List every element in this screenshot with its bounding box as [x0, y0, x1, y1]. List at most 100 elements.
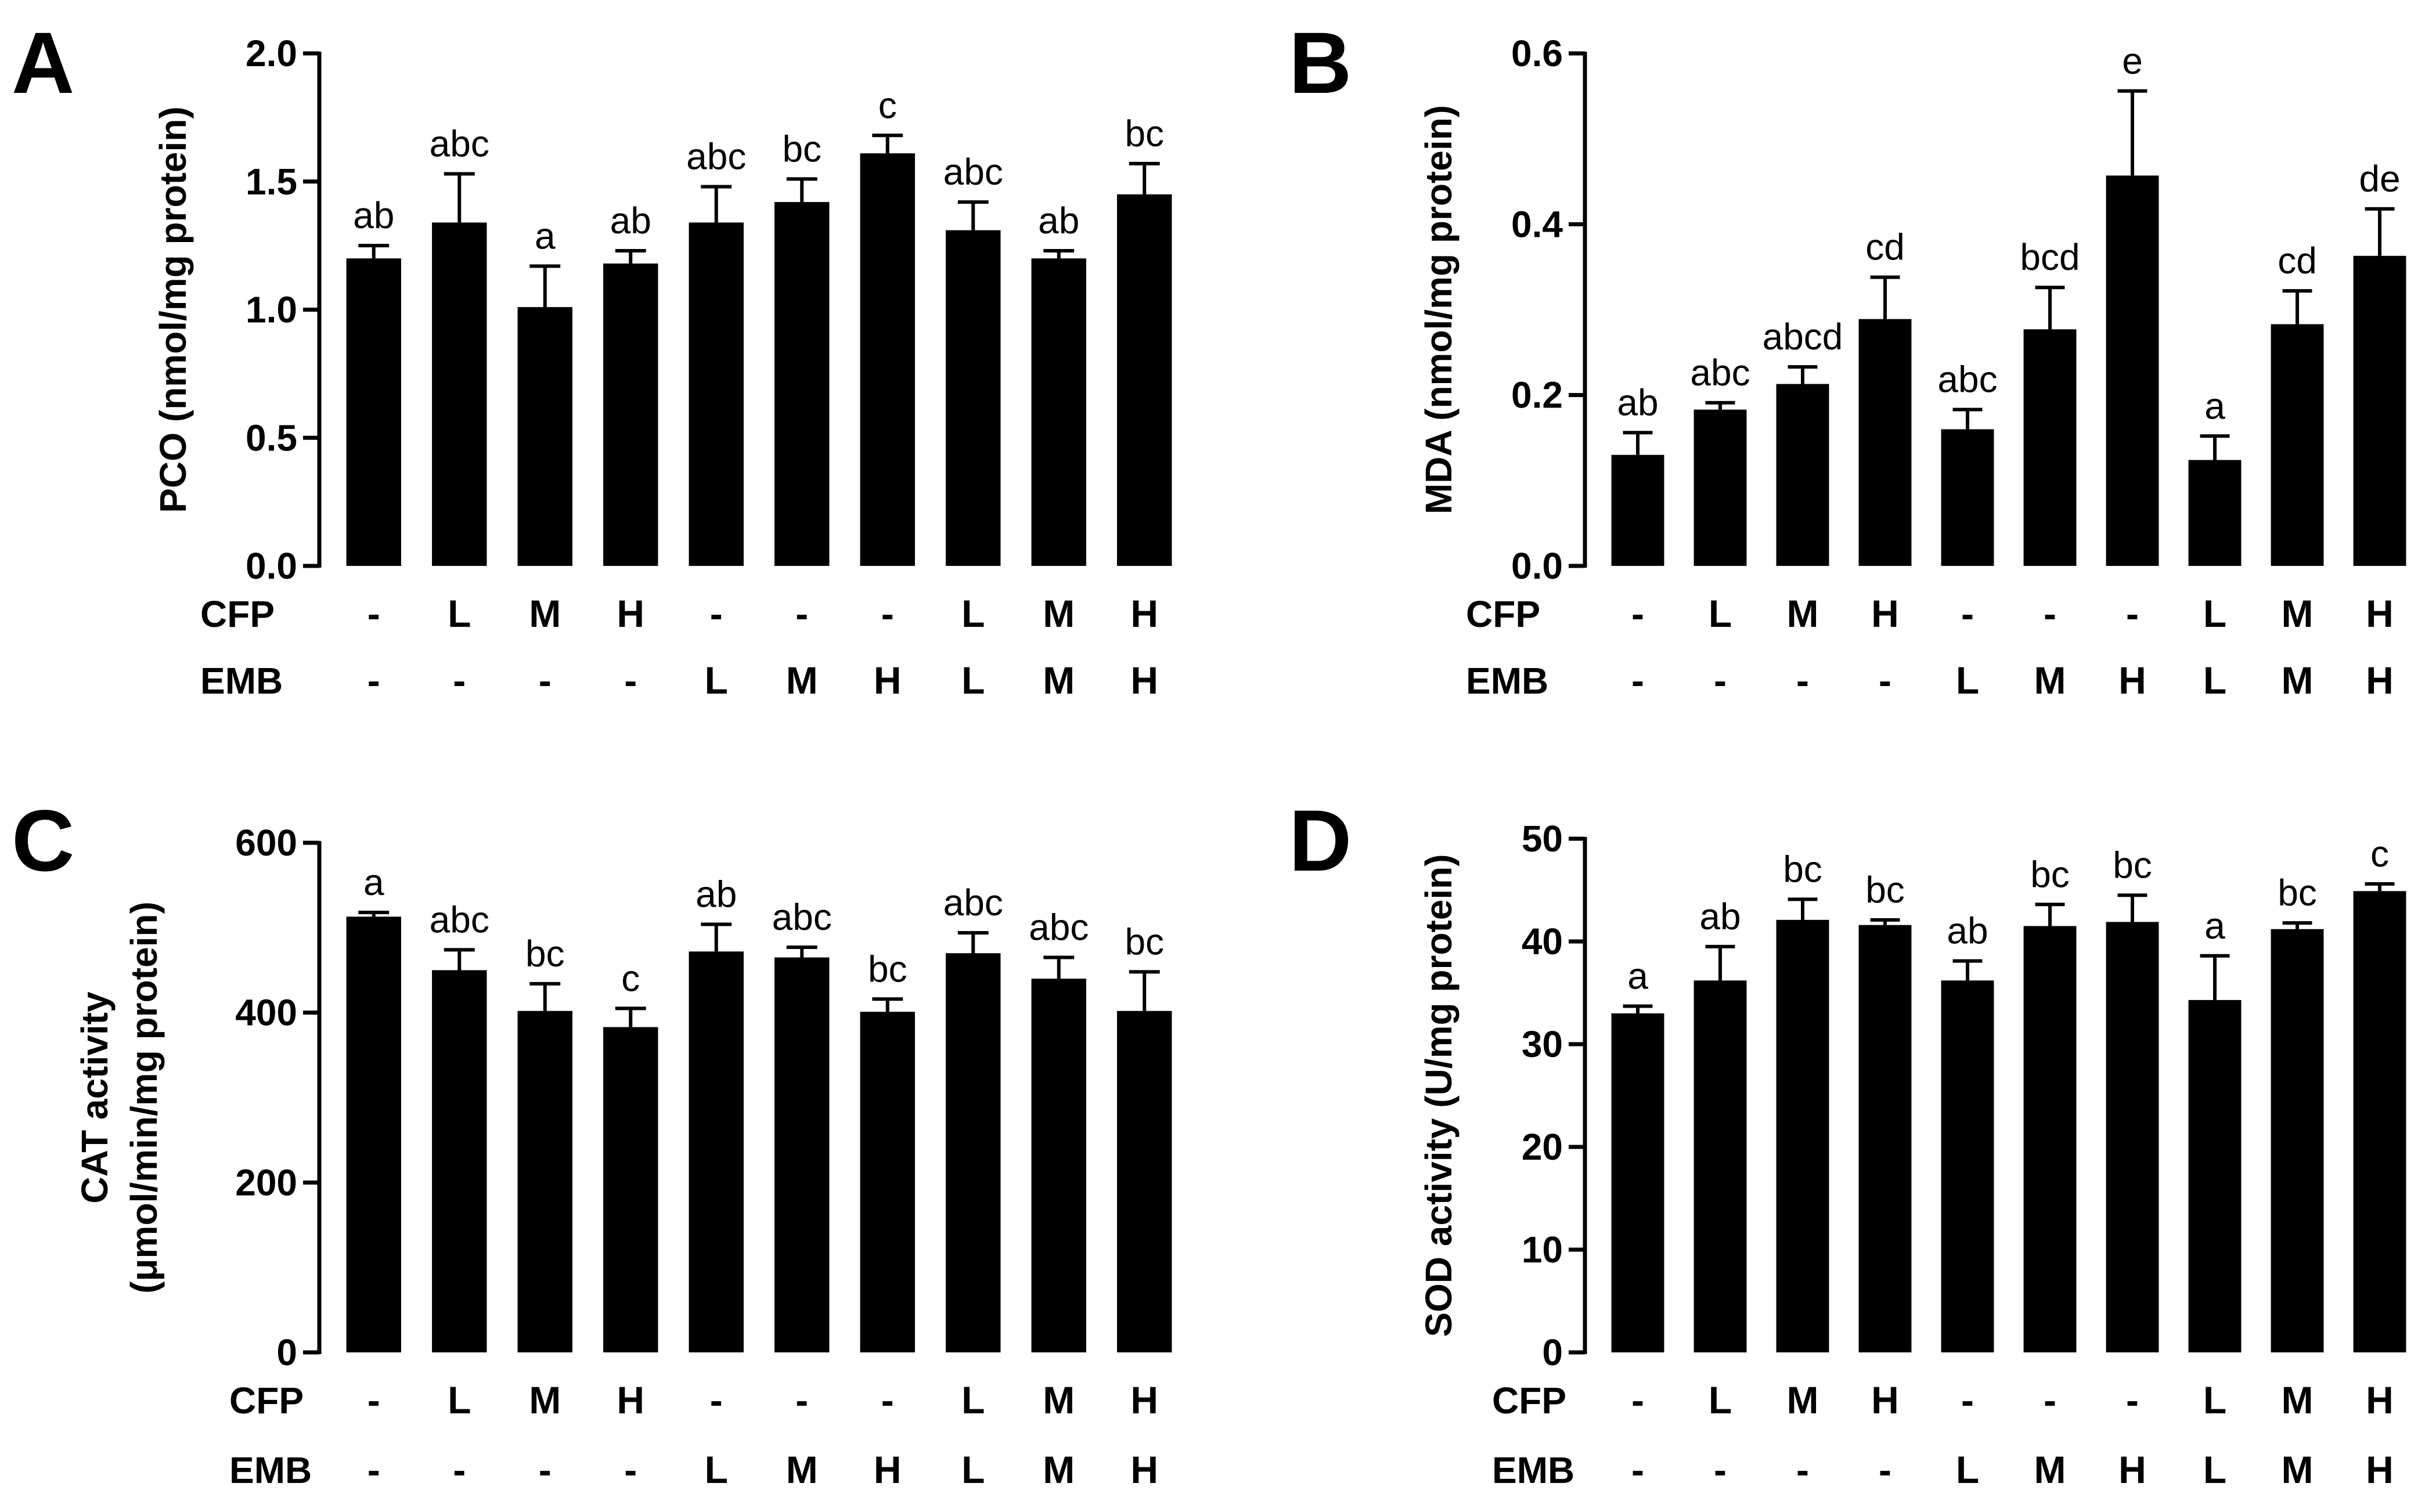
cfp-dose-label: M: [1787, 592, 1819, 635]
significance-label: abc: [772, 896, 832, 938]
y-tick-label: 1.5: [246, 161, 297, 203]
cfp-dose-label: -: [2044, 1379, 2056, 1421]
emb-dose-label: L: [2203, 659, 2226, 702]
significance-label: c: [621, 957, 640, 999]
cfp-row-label: CFP: [1466, 593, 1540, 635]
panel-letter: A: [12, 14, 74, 111]
cfp-dose-label: -: [367, 1379, 380, 1421]
emb-dose-label: L: [1956, 1448, 1979, 1491]
y-tick-label: 600: [235, 822, 297, 864]
emb-dose-label: M: [2034, 1448, 2066, 1491]
emb-dose-label: M: [2282, 1448, 2314, 1491]
cfp-dose-label: -: [1961, 1379, 1974, 1421]
emb-row-label: EMB: [1492, 1449, 1574, 1491]
bar: [2188, 999, 2242, 1352]
cfp-dose-label: L: [2203, 592, 2226, 635]
emb-dose-label: -: [367, 1448, 380, 1491]
bar: [1776, 384, 1829, 566]
bar: [689, 222, 744, 566]
bar: [517, 307, 572, 566]
emb-dose-label: L: [1956, 659, 1979, 702]
emb-dose-label: H: [874, 659, 902, 702]
y-tick-label: 0.0: [246, 545, 297, 587]
cfp-dose-label: L: [961, 1379, 985, 1421]
bar: [1941, 429, 1994, 566]
bar: [1858, 319, 1912, 566]
bar: [860, 1012, 915, 1352]
bar: [1693, 980, 1747, 1352]
emb-dose-label: M: [2034, 659, 2066, 702]
emb-dose-label: H: [2366, 659, 2394, 702]
cfp-dose-label: H: [1871, 1379, 1899, 1421]
significance-label: de: [2359, 158, 2400, 200]
bar: [2023, 329, 2077, 566]
y-tick-label: 0.6: [1511, 33, 1563, 74]
emb-dose-label: -: [1879, 659, 1891, 702]
emb-dose-label: -: [624, 659, 637, 702]
cfp-dose-label: H: [2366, 1379, 2394, 1421]
significance-label: bc: [1783, 848, 1822, 890]
bar: [1776, 919, 1829, 1352]
emb-dose-label: -: [1714, 659, 1727, 702]
bar: [2188, 460, 2242, 566]
cfp-dose-label: L: [1709, 1379, 1732, 1421]
bar: [1031, 258, 1086, 566]
significance-label: c: [878, 84, 897, 126]
bar: [774, 957, 830, 1352]
cfp-dose-label: L: [961, 592, 985, 635]
y-axis-label: MDA (nmol/mg protein): [1418, 105, 1460, 514]
significance-label: bc: [2030, 853, 2070, 895]
emb-row-label: EMB: [200, 660, 283, 702]
cfp-dose-label: M: [529, 592, 561, 635]
y-tick-label: 20: [1522, 1126, 1563, 1168]
y-tick-label: 2.0: [246, 33, 297, 74]
significance-label: a: [535, 215, 556, 257]
bar: [1858, 925, 1912, 1352]
significance-label: abc: [430, 898, 489, 940]
significance-label: bc: [1125, 921, 1164, 962]
significance-label: ab: [1699, 896, 1741, 937]
bar: [2106, 175, 2159, 566]
cfp-dose-label: M: [1043, 1379, 1075, 1421]
y-tick-label: 10: [1522, 1229, 1563, 1271]
significance-label: bc: [1865, 869, 1905, 911]
emb-dose-label: H: [874, 1448, 902, 1491]
cfp-dose-label: M: [2282, 592, 2314, 635]
emb-dose-label: -: [1631, 659, 1644, 702]
bar: [2271, 929, 2324, 1352]
y-tick-label: 0.4: [1511, 203, 1563, 245]
significance-label: bc: [1125, 113, 1164, 154]
cfp-dose-label: -: [1961, 592, 1974, 635]
significance-label: bc: [525, 933, 565, 975]
chart-panel-c: C 0 200 400 600 CAT activity (μmol/min/mg prot…: [12, 792, 1172, 1491]
significance-label: ab: [1038, 200, 1079, 241]
significance-label: abc: [943, 882, 1003, 923]
emb-dose-label: M: [786, 1448, 818, 1491]
bar: [1117, 1011, 1172, 1352]
significance-label: ab: [1617, 381, 1658, 423]
bar: [1693, 409, 1747, 566]
y-tick-label: 0: [1542, 1331, 1563, 1373]
significance-label: a: [2204, 905, 2225, 947]
cfp-dose-label: -: [2044, 592, 2056, 635]
bar: [689, 951, 744, 1352]
bar: [346, 916, 401, 1352]
y-tick-label: 0.0: [1511, 545, 1563, 587]
significance-label: abc: [943, 151, 1003, 193]
significance-label: cd: [2278, 240, 2317, 282]
y-axis-label-units: (μmol/min/mg protein): [123, 901, 165, 1294]
significance-label: ab: [610, 200, 651, 241]
emb-dose-label: L: [961, 1448, 985, 1491]
emb-dose-label: -: [1631, 1448, 1644, 1491]
emb-dose-label: L: [961, 659, 985, 702]
y-axis-label: SOD activity (U/mg protein): [1418, 854, 1460, 1337]
y-tick-label: 30: [1522, 1023, 1563, 1065]
emb-dose-label: L: [705, 1448, 728, 1491]
cfp-dose-label: H: [1130, 592, 1158, 635]
bar: [1611, 1013, 1664, 1352]
significance-label: abc: [686, 136, 746, 178]
cfp-dose-label: H: [617, 1379, 644, 1421]
cfp-dose-label: -: [1631, 1379, 1644, 1421]
significance-label: bc: [782, 128, 821, 169]
